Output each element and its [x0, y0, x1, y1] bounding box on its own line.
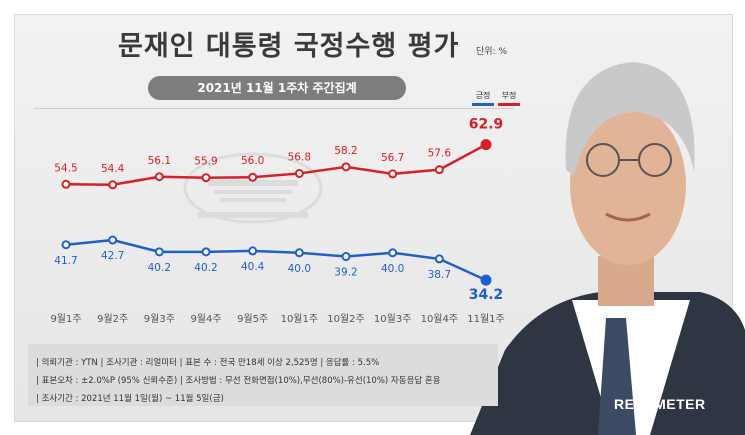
survey-info-box — [28, 344, 498, 406]
page-title: 문재인 대통령 국정수행 평가 — [118, 31, 460, 62]
legend-negative: 부정 — [498, 90, 520, 106]
survey-info-line-3: | 조사기간 : 2021년 11월 1일(월) ~ 11월 5일(금) — [36, 394, 224, 404]
realmeter-logo: REALMETER — [614, 396, 706, 412]
data-point — [108, 180, 118, 190]
presidential-seal-watermark — [183, 152, 323, 224]
data-point — [480, 139, 492, 151]
data-point — [480, 274, 492, 286]
data-point — [201, 247, 211, 257]
legend-positive-label: 긍정 — [475, 91, 491, 100]
survey-info-line-1: | 의뢰기관 : YTN | 조사기관 : 리얼미터 | 표본 수 : 전국 만… — [36, 358, 380, 368]
data-point — [341, 162, 351, 172]
data-point — [434, 165, 444, 175]
data-point — [154, 172, 164, 182]
data-label: 39.2 — [334, 267, 357, 279]
legend-positive-swatch — [472, 103, 494, 106]
series-line-negative — [65, 143, 487, 187]
data-point — [154, 247, 164, 257]
data-point — [61, 179, 71, 189]
legend-negative-swatch — [498, 103, 520, 106]
x-tick-label: 9월5주 — [237, 313, 268, 325]
data-point — [388, 169, 398, 179]
data-label: 38.7 — [428, 269, 451, 281]
data-point — [248, 172, 258, 182]
data-label: 54.5 — [54, 162, 77, 174]
x-tick-label: 10월3주 — [374, 313, 412, 325]
legend-negative-label: 부정 — [501, 91, 517, 100]
x-tick-label: 10월1주 — [281, 313, 319, 325]
data-label: 54.4 — [101, 163, 125, 175]
x-tick-label: 9월2주 — [97, 313, 128, 325]
data-label: 56.1 — [148, 155, 171, 167]
x-tick-label: 9월3주 — [144, 313, 175, 325]
data-point — [294, 248, 304, 258]
data-label: 57.6 — [428, 148, 452, 160]
data-label: 40.2 — [194, 262, 217, 274]
data-point — [201, 173, 211, 183]
data-label: 34.2 — [469, 287, 504, 303]
series-line-positive — [65, 238, 487, 282]
legend-positive: 긍정 — [472, 90, 494, 106]
x-tick-label: 9월1주 — [50, 313, 81, 325]
data-label: 40.4 — [241, 261, 265, 273]
data-point — [108, 235, 118, 245]
data-label: 40.0 — [288, 263, 311, 275]
header-separator — [34, 108, 514, 109]
data-point — [341, 252, 351, 262]
data-point — [434, 254, 444, 264]
data-label: 56.7 — [381, 152, 404, 164]
survey-info-line-2: | 표본오차 : ±2.0%P (95% 신뢰수준) | 조사방법 : 무선 전… — [36, 376, 441, 386]
period-subtitle: 2021년 11월 1주차 주간집계 — [148, 76, 406, 100]
x-tick-label: 10월4주 — [421, 313, 459, 325]
data-label: 62.9 — [469, 117, 504, 133]
data-point — [294, 168, 304, 178]
data-label: 56.8 — [288, 151, 311, 163]
data-label: 40.0 — [381, 263, 404, 275]
data-label: 55.9 — [194, 156, 217, 168]
data-label: 40.2 — [148, 262, 171, 274]
data-point — [388, 248, 398, 258]
unit-label: 단위: % — [476, 47, 508, 57]
data-label: 42.7 — [101, 250, 124, 262]
x-tick-label: 9월4주 — [190, 313, 221, 325]
data-label: 41.7 — [54, 255, 77, 267]
x-tick-label: 11월1주 — [467, 313, 505, 325]
data-point — [61, 240, 71, 250]
data-point — [248, 246, 258, 256]
data-label: 58.2 — [334, 145, 357, 157]
data-label: 56.0 — [241, 155, 264, 167]
x-tick-label: 10월2주 — [327, 313, 365, 325]
